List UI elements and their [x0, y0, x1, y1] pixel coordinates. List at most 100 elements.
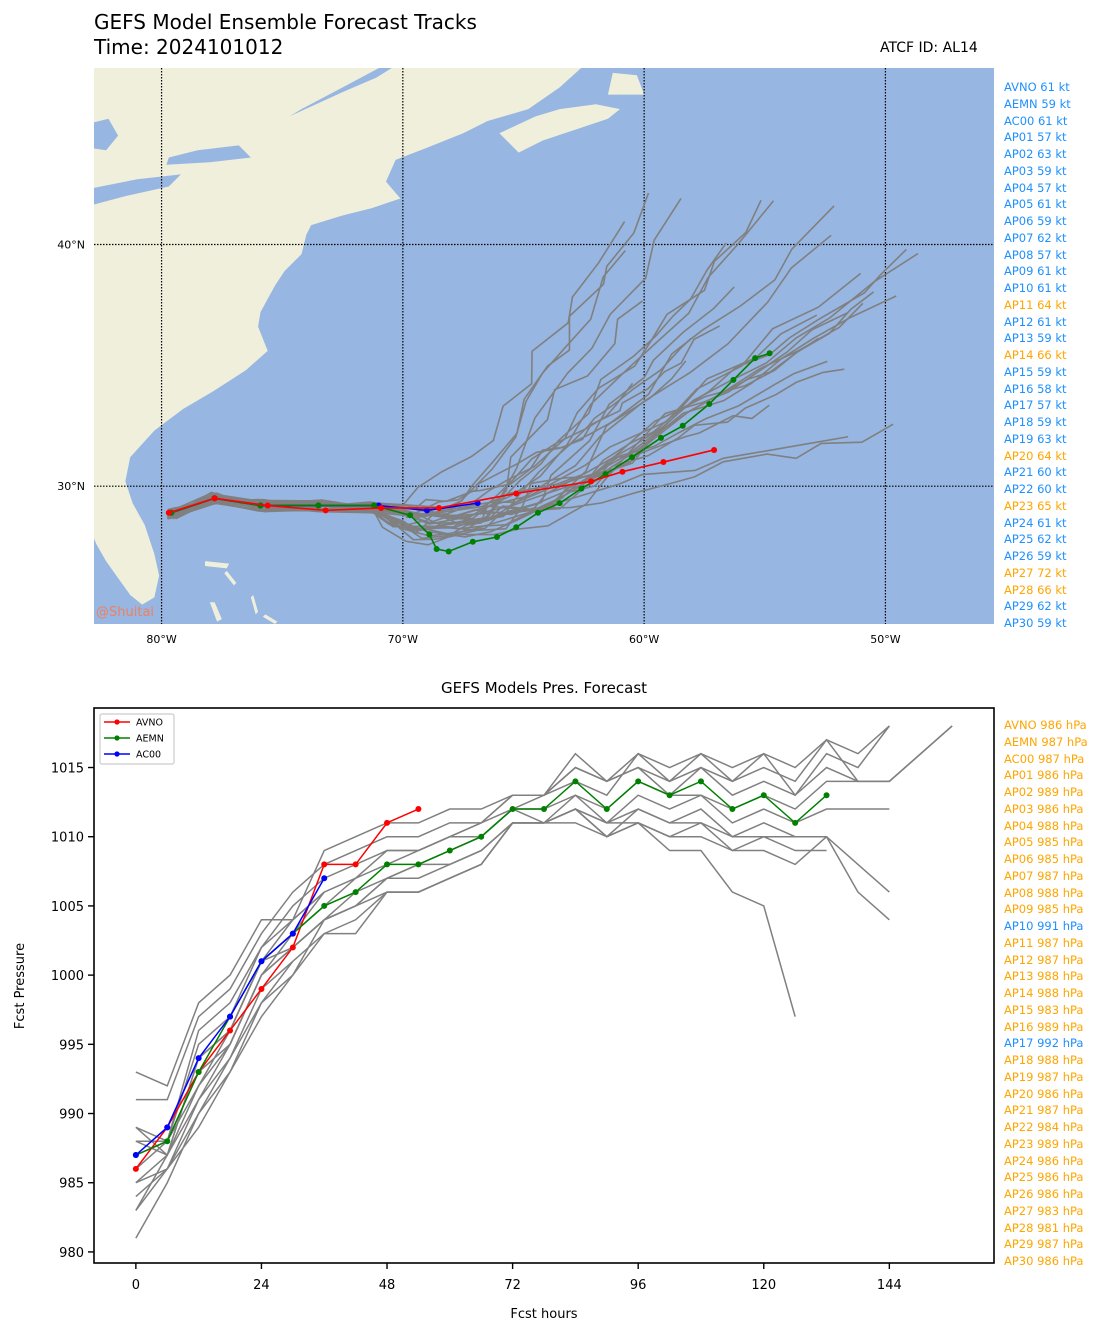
pressure-point-aemn [478, 833, 485, 840]
pressure-list-item: AP19 987 hPa [1004, 1069, 1084, 1084]
legend-marker [114, 751, 120, 757]
track-point-avno [165, 509, 172, 516]
wind-list-item: AP13 59 kt [1004, 331, 1067, 346]
y-tick-label: 1000 [51, 969, 84, 984]
pressure-list-item: AP22 984 hPa [1004, 1120, 1084, 1134]
track-point-aemn [679, 422, 686, 429]
pressure-list-item: AP02 989 hPa [1004, 785, 1084, 799]
pressure-point-ac00 [321, 875, 328, 882]
wind-list-item: AP23 65 kt [1004, 498, 1067, 513]
pressure-member-line [135, 808, 890, 1170]
y-tick-label: 995 [59, 1038, 84, 1053]
track-point-aemn [706, 401, 713, 408]
track-point-aemn [658, 434, 665, 441]
pressure-point-avno [258, 985, 265, 992]
pressure-point-ac00 [164, 1124, 171, 1131]
map-time-label: Time: 2024101012 [94, 35, 284, 59]
wind-list-item: AP27 72 kt [1004, 565, 1067, 580]
track-point-aemn [578, 485, 585, 492]
pressure-point-ac00 [258, 958, 265, 965]
pressure-point-aemn [603, 806, 610, 813]
pressure-point-aemn [384, 861, 391, 868]
pressure-point-ac00 [195, 1055, 202, 1062]
y-tick-label: 1015 [51, 762, 84, 777]
track-point-avno [322, 507, 329, 514]
map-lon-tick-label: 80°W [146, 633, 176, 646]
pressure-list-item: AP21 987 hPa [1004, 1103, 1084, 1118]
wind-list-item: AP05 61 kt [1004, 197, 1067, 212]
pressure-point-aemn [666, 792, 673, 799]
pressure-point-avno [195, 1069, 202, 1076]
wind-list-item: AP02 63 kt [1004, 147, 1067, 161]
pressure-point-aemn [572, 778, 579, 785]
pressure-list-item: AP29 987 hPa [1004, 1237, 1084, 1252]
map-lon-tick-label: 60°W [629, 633, 659, 646]
member-track [167, 192, 650, 528]
pressure-member-line [135, 752, 859, 1142]
land-shape [499, 104, 621, 153]
pressure-member-line [135, 808, 890, 1156]
pressure-line-avno [135, 808, 419, 1170]
legend-marker [114, 719, 120, 725]
pressure-list-item: AP26 986 hPa [1004, 1187, 1084, 1201]
track-point-avno [588, 478, 595, 485]
lake-shape [94, 118, 119, 151]
map-title: GEFS Model Ensemble Forecast Tracks [94, 10, 477, 34]
pressure-member-lines [135, 725, 953, 1239]
pressure-line-aemn [135, 780, 828, 1156]
track-point-aemn [730, 376, 737, 383]
wind-list-item: AP29 62 kt [1004, 599, 1067, 614]
track-point-aemn [752, 355, 759, 362]
pressure-list-item: AP30 986 hPa [1004, 1254, 1084, 1268]
pressure-point-avno [132, 1165, 139, 1172]
wind-list-item: AP03 59 kt [1004, 163, 1067, 178]
track-avno [165, 446, 718, 516]
wind-list-item: AP20 64 kt [1004, 448, 1067, 463]
pressure-series-ac00 [132, 875, 328, 1159]
pressure-list-item: AP14 988 hPa [1004, 986, 1084, 1000]
pressure-list-item: AP10 991 hPa [1004, 919, 1084, 933]
track-point-avno [619, 468, 626, 475]
wind-list-item: AP11 64 kt [1004, 297, 1067, 312]
track-point-avno [660, 459, 667, 466]
pressure-list-item: AP27 983 hPa [1004, 1203, 1084, 1218]
pressure-list-item: AP28 981 hPa [1004, 1220, 1084, 1235]
pressure-list-item: AP03 986 hPa [1004, 801, 1084, 816]
x-tick-label: 0 [132, 1278, 140, 1293]
lake-shape [166, 145, 251, 165]
legend-label: AEMN [136, 734, 164, 745]
island-shape [204, 561, 230, 569]
pressure-point-aemn [823, 792, 830, 799]
pressure-list-item: AVNO 986 hPa [1004, 718, 1087, 732]
map-lon-tick-label: 70°W [388, 633, 418, 646]
pressure-list-item: AP07 987 hPa [1004, 868, 1084, 883]
y-tick-label: 990 [59, 1108, 84, 1123]
pressure-point-aemn [792, 819, 799, 826]
member-track [167, 248, 907, 525]
track-point-ac00 [423, 507, 430, 514]
pressure-member-line [135, 822, 828, 1198]
land-shape [607, 72, 645, 95]
pressure-point-aemn [164, 1138, 171, 1145]
land-layer [94, 68, 645, 624]
pressure-list-item: AEMN 987 hPa [1004, 734, 1088, 749]
pressure-member-line [135, 808, 827, 1184]
pressure-chart-title: GEFS Models Pres. Forecast [441, 679, 647, 697]
wind-list-item: AEMN 59 kt [1004, 96, 1071, 111]
wind-list-item: AP04 57 kt [1004, 180, 1067, 195]
track-point-avno [513, 490, 520, 497]
pressure-point-aemn [697, 778, 704, 785]
pressure-list-item: AP15 983 hPa [1004, 1002, 1084, 1017]
pressure-list-item: AC00 987 hPa [1004, 751, 1085, 766]
track-point-aemn [556, 500, 563, 507]
pressure-member-line [135, 725, 953, 1157]
pressure-list-item: AP16 989 hPa [1004, 1019, 1084, 1034]
wind-list-item: AC00 61 kt [1004, 113, 1068, 128]
pressure-list-item: AP05 985 hPa [1004, 835, 1084, 850]
pressure-point-avno [321, 861, 328, 868]
island-shape [262, 614, 278, 624]
wind-list-item: AP26 59 kt [1004, 549, 1067, 563]
pressure-member-line [135, 891, 325, 1211]
pressure-member-line [135, 725, 890, 1143]
pressure-point-aemn [289, 930, 296, 937]
